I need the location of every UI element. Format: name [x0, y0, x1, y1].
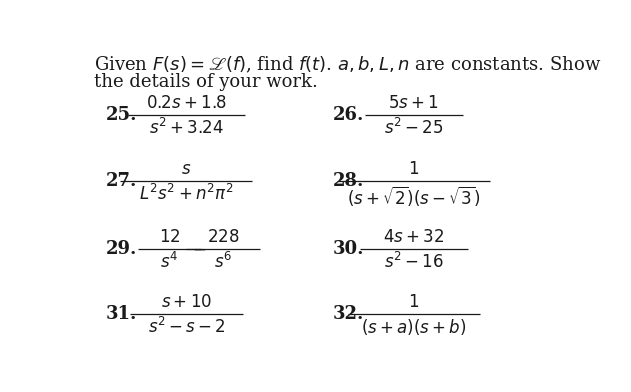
Text: $(s + \sqrt{2})(s - \sqrt{3})$: $(s + \sqrt{2})(s - \sqrt{3})$ — [347, 184, 481, 208]
Text: 25.: 25. — [106, 106, 138, 124]
Text: $1$: $1$ — [408, 162, 420, 178]
Text: 28.: 28. — [333, 172, 365, 191]
Text: $s^6$: $s^6$ — [214, 252, 232, 272]
Text: the details of your work.: the details of your work. — [93, 73, 317, 91]
Text: 32.: 32. — [333, 305, 365, 323]
Text: 30.: 30. — [333, 240, 365, 258]
Text: $1$: $1$ — [408, 294, 420, 311]
Text: $s$: $s$ — [181, 162, 192, 178]
Text: $12$: $12$ — [158, 229, 180, 246]
Text: $L^2s^2 + n^2\pi^2$: $L^2s^2 + n^2\pi^2$ — [139, 184, 233, 205]
Text: $s^4$: $s^4$ — [160, 252, 179, 272]
Text: $0.2s + 1.8$: $0.2s + 1.8$ — [146, 95, 227, 112]
Text: $s^2 - 16$: $s^2 - 16$ — [384, 252, 444, 272]
Text: 26.: 26. — [333, 106, 365, 124]
Text: Given $F(s) = \mathscr{L}(f)$, find $f(t)$. $a, b, L, n$ are constants. Show: Given $F(s) = \mathscr{L}(f)$, find $f(t… — [93, 54, 601, 75]
Text: 31.: 31. — [106, 305, 137, 323]
Text: 27.: 27. — [106, 172, 137, 191]
Text: $-$: $-$ — [192, 241, 206, 258]
Text: $4s + 32$: $4s + 32$ — [383, 229, 444, 246]
Text: $5s + 1$: $5s + 1$ — [389, 95, 439, 112]
Text: $s^2 + 3.24$: $s^2 + 3.24$ — [149, 118, 224, 138]
Text: $s^2 - 25$: $s^2 - 25$ — [384, 118, 444, 138]
Text: $(s + a)(s + b)$: $(s + a)(s + b)$ — [361, 317, 466, 337]
Text: $s^2 - s - 2$: $s^2 - s - 2$ — [148, 317, 225, 337]
Text: $228$: $228$ — [207, 229, 239, 246]
Text: $s + 10$: $s + 10$ — [161, 294, 212, 311]
Text: 29.: 29. — [106, 240, 137, 258]
